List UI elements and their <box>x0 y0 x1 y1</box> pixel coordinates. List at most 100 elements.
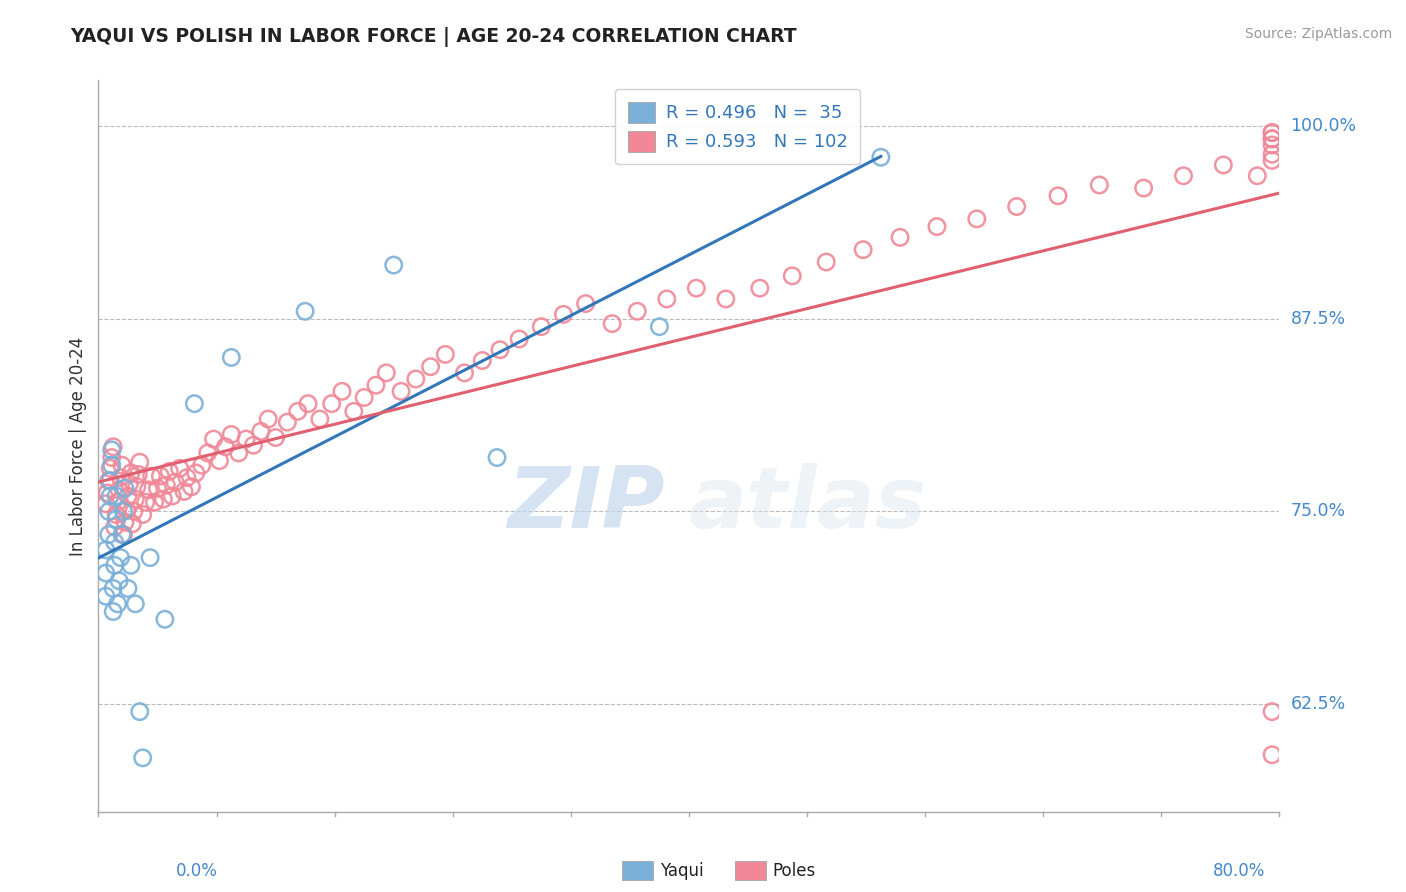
Point <box>128 705 150 719</box>
Point <box>112 504 135 518</box>
Point <box>125 480 148 494</box>
Point <box>575 296 598 310</box>
Text: atlas: atlas <box>689 463 927 546</box>
Point <box>648 319 671 334</box>
Point <box>852 243 875 257</box>
Point <box>228 446 250 460</box>
Point <box>112 527 135 541</box>
Point <box>208 453 231 467</box>
Point <box>111 458 134 473</box>
Point <box>389 384 412 399</box>
Point <box>108 574 131 588</box>
Point <box>180 480 202 494</box>
Point <box>94 589 117 603</box>
Point <box>114 515 136 529</box>
Point <box>364 378 387 392</box>
Point <box>100 450 122 465</box>
Point <box>122 504 145 518</box>
Point <box>276 415 298 429</box>
Point <box>155 478 177 492</box>
Point <box>105 508 128 522</box>
Point <box>1261 747 1284 762</box>
Point <box>98 461 121 475</box>
Point <box>117 582 139 596</box>
Point <box>104 558 127 573</box>
Point <box>1173 169 1195 183</box>
Point <box>419 359 441 374</box>
Point <box>1261 138 1284 153</box>
Point <box>321 397 343 411</box>
Point <box>162 489 183 503</box>
Point <box>889 230 911 244</box>
Y-axis label: In Labor Force | Age 20-24: In Labor Force | Age 20-24 <box>69 336 87 556</box>
Point <box>127 467 149 482</box>
Point <box>553 307 575 321</box>
Point <box>117 489 139 503</box>
Point <box>141 469 163 483</box>
Point <box>152 492 174 507</box>
Point <box>183 397 205 411</box>
Point <box>115 503 138 517</box>
Point <box>815 255 838 269</box>
Legend: R = 0.496   N =  35, R = 0.593   N = 102: R = 0.496 N = 35, R = 0.593 N = 102 <box>616 89 860 164</box>
Point <box>1005 200 1028 214</box>
Point <box>110 470 132 484</box>
Text: 100.0%: 100.0% <box>1291 118 1357 136</box>
Point <box>94 543 117 558</box>
Point <box>105 489 128 503</box>
Point <box>508 332 530 346</box>
Point <box>600 317 623 331</box>
Point <box>97 504 120 518</box>
Point <box>138 483 160 497</box>
Point <box>191 458 214 473</box>
Text: Source: ZipAtlas.com: Source: ZipAtlas.com <box>1244 27 1392 41</box>
Text: ZIP: ZIP <box>508 463 665 546</box>
Point <box>257 412 280 426</box>
Point <box>202 432 225 446</box>
Point <box>100 458 122 473</box>
Point <box>128 455 150 469</box>
Point <box>120 466 142 480</box>
Point <box>1261 126 1284 140</box>
Text: 0.0%: 0.0% <box>176 862 218 880</box>
Text: YAQUI VS POLISH IN LABOR FORCE | AGE 20-24 CORRELATION CHART: YAQUI VS POLISH IN LABOR FORCE | AGE 20-… <box>70 27 797 46</box>
Point <box>103 582 125 596</box>
Point <box>297 397 319 411</box>
Point <box>221 351 243 365</box>
Point <box>118 476 141 491</box>
Point <box>110 550 132 565</box>
Point <box>165 475 187 490</box>
Point <box>124 597 146 611</box>
Point <box>530 319 553 334</box>
Point <box>94 566 117 580</box>
Point <box>287 404 309 418</box>
Point <box>486 450 509 465</box>
Point <box>1132 181 1154 195</box>
Point <box>169 461 191 475</box>
Point <box>1212 158 1234 172</box>
Point <box>1046 188 1070 202</box>
Point <box>108 483 131 497</box>
Point <box>120 558 142 573</box>
Point <box>214 440 236 454</box>
Point <box>132 751 155 765</box>
Point <box>235 432 257 446</box>
Point <box>132 508 155 522</box>
Point <box>309 412 332 426</box>
Point <box>330 384 353 399</box>
Point <box>748 281 770 295</box>
Point <box>353 391 375 405</box>
Point <box>98 474 121 488</box>
Point <box>1261 126 1284 140</box>
Point <box>114 481 136 495</box>
Point <box>139 550 162 565</box>
Point <box>107 597 129 611</box>
Point <box>121 516 143 531</box>
Point <box>343 404 366 418</box>
Point <box>97 527 120 541</box>
Point <box>146 481 169 495</box>
Point <box>925 219 948 234</box>
Point <box>103 440 125 454</box>
Text: 75.0%: 75.0% <box>1291 502 1346 520</box>
Point <box>94 497 117 511</box>
